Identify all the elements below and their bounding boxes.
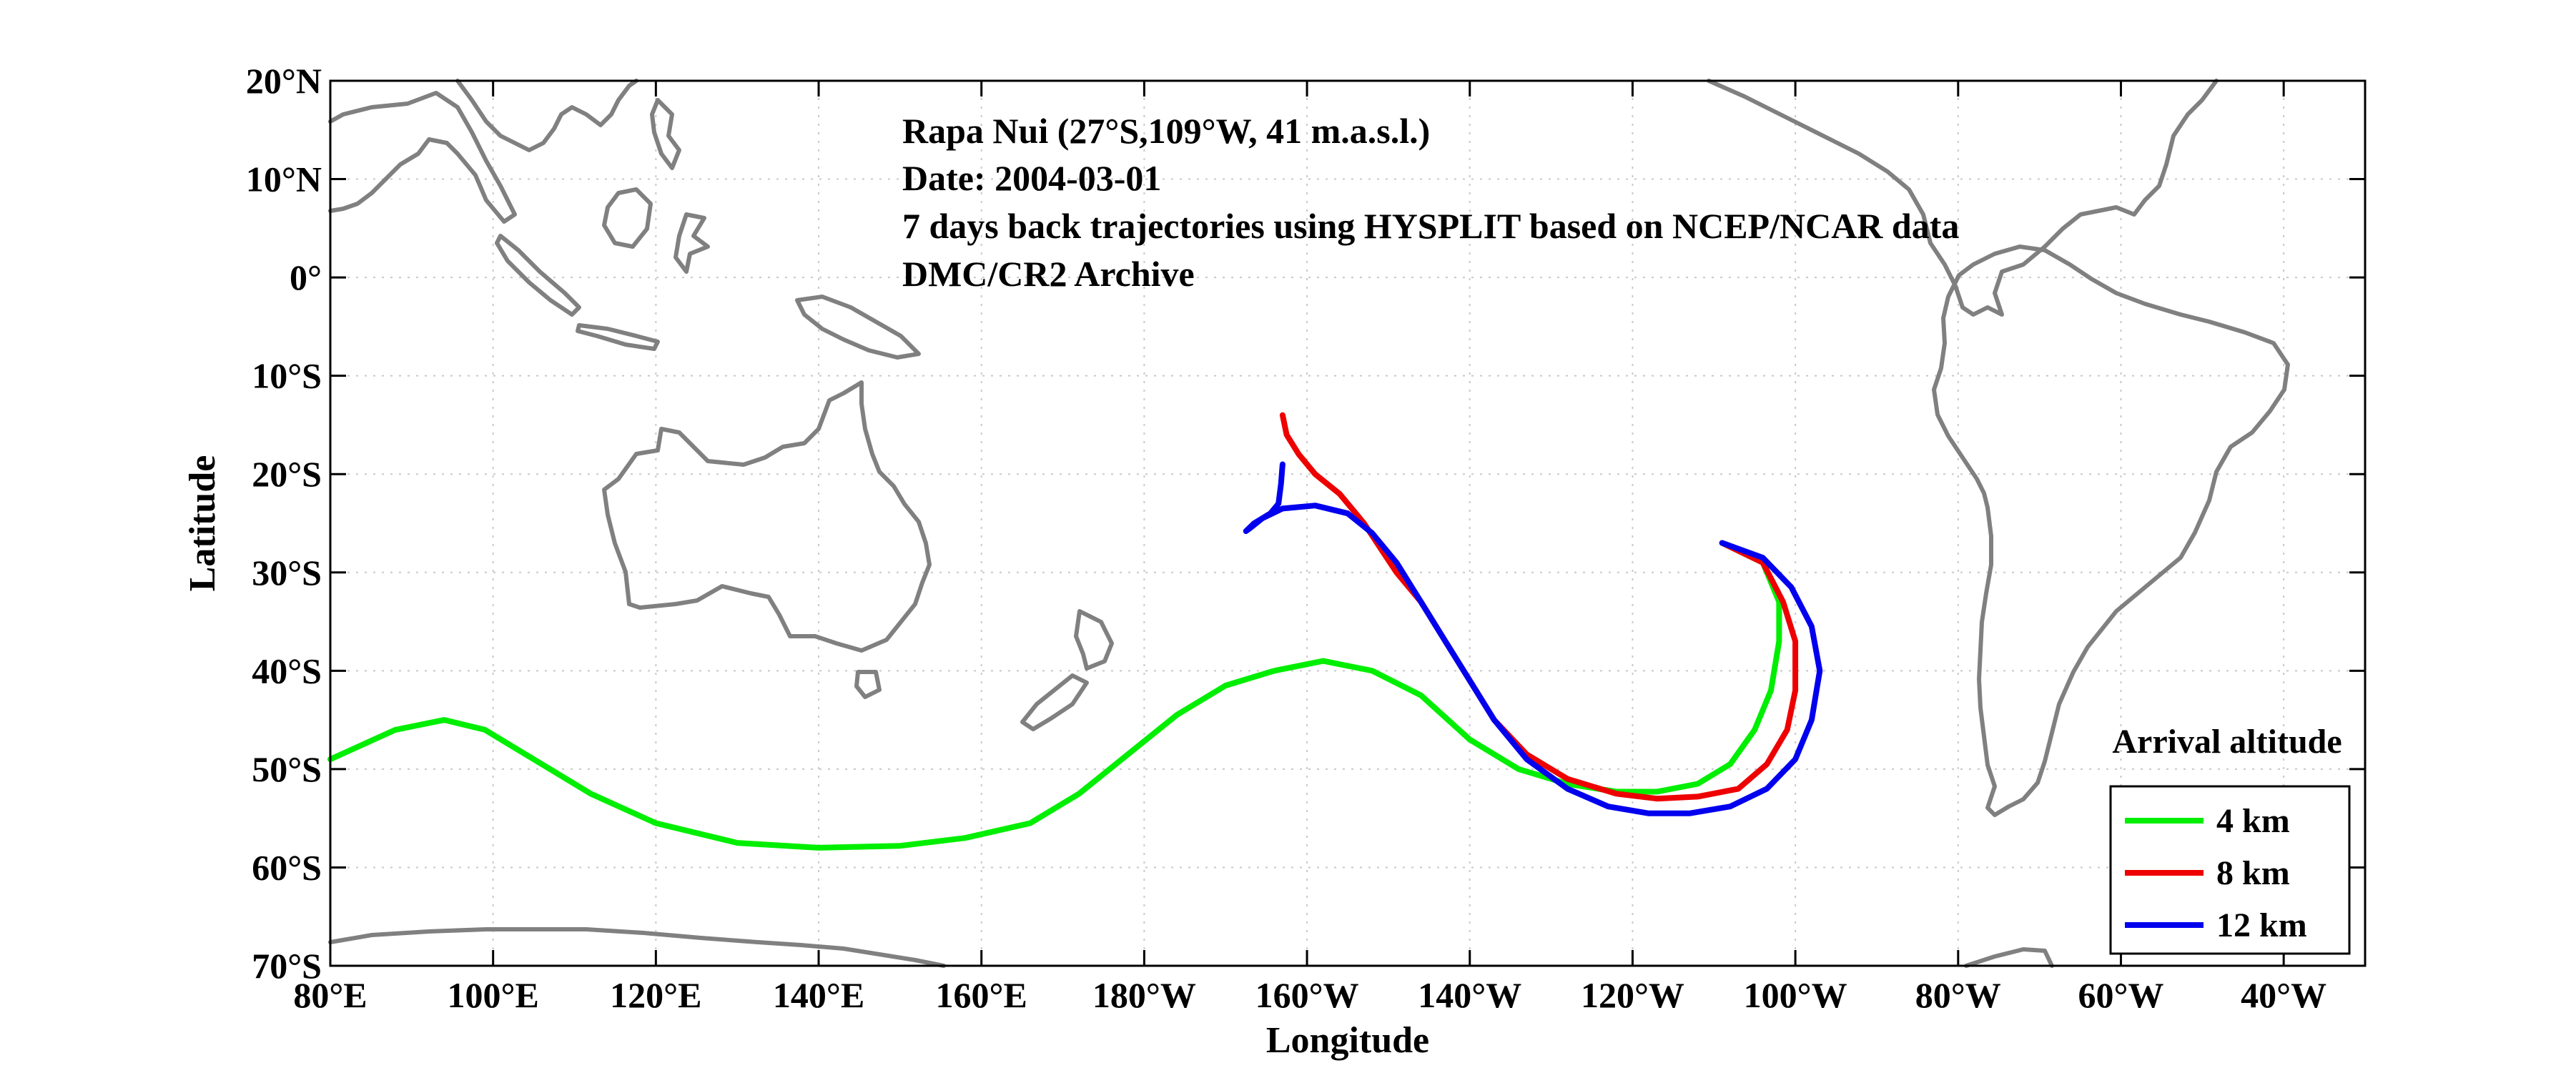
coastline-indochina xyxy=(328,91,517,224)
x-tick-label: 120°E xyxy=(610,975,701,1015)
trajectory-line-12-km xyxy=(1243,461,1823,816)
coastline-antarctica xyxy=(328,927,946,968)
x-tick-label: 100°E xyxy=(448,975,539,1015)
trajectory-line-4-km xyxy=(327,540,1782,851)
coastline-asia-east xyxy=(455,79,638,152)
coastline-new-guinea xyxy=(795,295,921,360)
y-tick-label: 20°S xyxy=(252,454,322,494)
coastline-antarctic-peninsula xyxy=(1964,947,2054,968)
x-tick-label: 80°E xyxy=(293,975,367,1015)
y-tick-label: 50°S xyxy=(252,749,322,789)
axis-ticks: 80°E 100°E 120°E 140°E 160°E 180°W 160°W 140°W 1… xyxy=(246,61,2365,1015)
coastline-tasmania xyxy=(854,670,882,699)
x-tick-label: 100°W xyxy=(1744,975,1847,1015)
x-tick-label: 180°W xyxy=(1092,975,1196,1015)
y-tick-label: 0° xyxy=(290,257,322,297)
coastlines xyxy=(328,79,2290,968)
y-tick-label: 70°S xyxy=(252,946,322,986)
coastline-south-america xyxy=(1932,244,2290,817)
coastline-borneo xyxy=(602,187,653,249)
trajectory-line-8-km xyxy=(1279,412,1799,802)
x-tick-label: 160°W xyxy=(1255,975,1359,1015)
annotation-line-2: Date: 2004-03-01 xyxy=(902,158,1161,198)
legend-label: 4 km xyxy=(2216,802,2290,840)
coastline-new-zealand xyxy=(1020,609,1114,731)
y-tick-label: 20°N xyxy=(246,61,322,101)
y-tick-label: 40°S xyxy=(252,651,322,691)
legend-label: 12 km xyxy=(2216,906,2307,944)
y-tick-label: 30°S xyxy=(252,553,322,593)
x-tick-label: 160°E xyxy=(936,975,1027,1015)
legend-entries: 4 km 8 km 12 km xyxy=(2125,802,2307,944)
plot-background xyxy=(330,81,2365,966)
coastline-java xyxy=(576,323,660,351)
coastline-australia xyxy=(602,380,932,653)
trajectory-series xyxy=(327,412,1823,851)
annotation-line-1: Rapa Nui (27°S,109°W, 41 m.a.s.l.) xyxy=(902,111,1430,151)
x-tick-label: 140°W xyxy=(1418,975,1521,1015)
plot-frame xyxy=(329,79,2367,967)
legend-title: Arrival altitude xyxy=(2112,723,2341,761)
x-tick-label: 60°W xyxy=(2078,975,2163,1015)
annotation-line-3: 7 days back trajectories using HYSPLIT b… xyxy=(902,206,1959,246)
annotation-line-4: DMC/CR2 Archive xyxy=(902,254,1195,294)
y-tick-label: 10°S xyxy=(252,356,322,396)
coastline-philippines xyxy=(650,98,681,170)
coastline-north-america xyxy=(1707,79,2219,317)
x-tick-label: 40°W xyxy=(2241,975,2326,1015)
legend-label: 8 km xyxy=(2216,854,2290,892)
x-tick-label: 120°W xyxy=(1581,975,1684,1015)
y-tick-label: 60°S xyxy=(252,847,322,887)
y-axis-title: Latitude xyxy=(182,455,223,592)
x-axis-title: Longitude xyxy=(1266,1020,1429,1061)
y-tick-label: 10°N xyxy=(246,159,322,199)
x-tick-label: 140°E xyxy=(773,975,864,1015)
coastline-sulawesi xyxy=(673,212,710,274)
x-tick-label: 80°W xyxy=(1915,975,2001,1015)
coastline-sumatra xyxy=(495,234,581,317)
